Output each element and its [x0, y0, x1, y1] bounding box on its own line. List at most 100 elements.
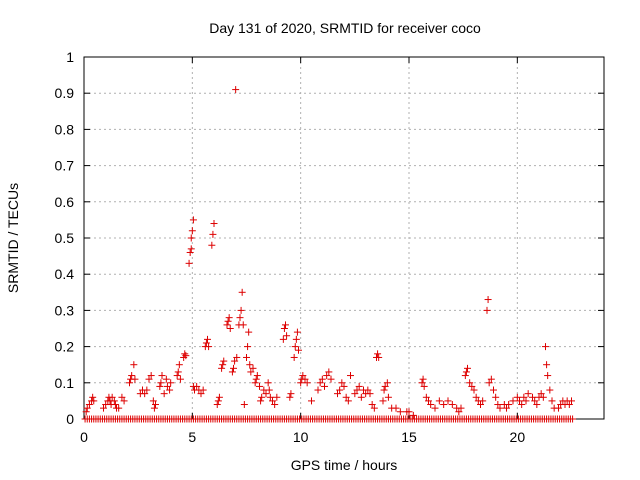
data-point: [461, 372, 469, 380]
data-point: [529, 393, 536, 401]
data-point: [100, 404, 107, 412]
y-tick-label: 0.4: [55, 266, 75, 282]
data-point: [543, 361, 551, 369]
data-point: [565, 401, 573, 409]
data-point: [419, 375, 427, 383]
data-point: [175, 361, 183, 369]
data-point: [468, 382, 476, 390]
data-point: [262, 390, 270, 398]
data-point: [427, 401, 435, 409]
data-point: [568, 397, 575, 405]
data-point: [293, 328, 301, 336]
y-tick-label: 0.6: [55, 194, 75, 210]
data-point: [257, 397, 265, 405]
data-point: [342, 393, 350, 401]
data-point: [334, 390, 341, 398]
data-point: [492, 393, 500, 401]
data-point: [89, 393, 97, 401]
data-point: [379, 397, 387, 405]
chart-title: Day 131 of 2020, SRMTID for receiver coc…: [209, 20, 481, 36]
data-point: [353, 386, 361, 394]
data-point: [457, 404, 465, 412]
data-point: [355, 382, 363, 390]
data-point: [143, 386, 151, 394]
data-point: [368, 401, 376, 409]
data-point: [83, 404, 91, 412]
y-axis-title: SRMTID / TECUs: [5, 183, 21, 293]
data-point: [244, 343, 252, 351]
data-point: [209, 230, 217, 238]
data-point: [145, 375, 153, 383]
data-point: [111, 401, 119, 409]
data-point: [193, 382, 201, 390]
data-point: [483, 306, 491, 314]
data-point: [505, 401, 513, 409]
data-point: [246, 361, 254, 369]
x-tick-label: 0: [80, 429, 88, 445]
data-point: [253, 372, 261, 380]
data-point: [214, 397, 222, 405]
data-point: [197, 390, 205, 398]
data-point: [374, 350, 382, 358]
data-point: [82, 408, 90, 416]
data-point: [238, 288, 246, 296]
data-point: [409, 411, 417, 419]
data-point: [472, 393, 480, 401]
y-tick-label: 1: [66, 49, 74, 65]
data-point: [265, 386, 273, 394]
data-point: [357, 393, 365, 401]
data-point: [383, 379, 391, 387]
data-point: [220, 357, 228, 365]
data-point: [297, 379, 305, 387]
data-point: [280, 325, 288, 332]
data-point: [128, 372, 136, 380]
data-point: [494, 401, 502, 409]
data-point: [160, 390, 168, 398]
data-point: [157, 379, 165, 387]
data-point: [524, 390, 532, 398]
data-point: [496, 404, 504, 412]
y-tick-label: 0.1: [55, 375, 75, 391]
data-point: [266, 393, 274, 401]
data-point: [548, 397, 556, 405]
y-tick-label: 0.5: [55, 230, 75, 246]
data-point: [509, 397, 517, 405]
data-point: [539, 393, 547, 401]
data-point: [364, 386, 372, 394]
data-point: [470, 386, 478, 394]
data-point: [487, 375, 495, 383]
data-point: [384, 393, 392, 401]
data-point: [522, 397, 530, 405]
data-point: [90, 397, 98, 405]
data-point: [287, 390, 295, 398]
data-point: [435, 397, 443, 405]
data-point: [370, 404, 378, 412]
data-point: [162, 375, 170, 383]
baseline-point: [569, 415, 577, 423]
data-point: [187, 245, 195, 253]
data-point: [484, 296, 492, 304]
data-point: [381, 382, 389, 390]
data-point: [292, 335, 300, 343]
data-point: [327, 375, 335, 383]
data-point: [466, 379, 474, 387]
axis-ticks: 00.10.20.30.40.50.60.70.80.910 5 10 15 20: [55, 49, 604, 445]
data-point: [455, 408, 463, 416]
data-point: [286, 393, 294, 401]
data-point: [283, 332, 291, 340]
data-point: [290, 353, 298, 361]
data-point: [555, 404, 562, 412]
data-point: [202, 339, 210, 347]
data-point: [366, 390, 374, 398]
data-point: [182, 352, 190, 360]
data-point: [224, 317, 232, 325]
data-point: [542, 343, 549, 351]
data-point: [351, 390, 359, 398]
data-point: [516, 397, 523, 405]
data-point: [247, 368, 255, 376]
data-point: [120, 397, 128, 405]
y-tick-label: 0: [66, 411, 74, 427]
data-point: [226, 325, 234, 332]
data-point: [479, 397, 487, 405]
